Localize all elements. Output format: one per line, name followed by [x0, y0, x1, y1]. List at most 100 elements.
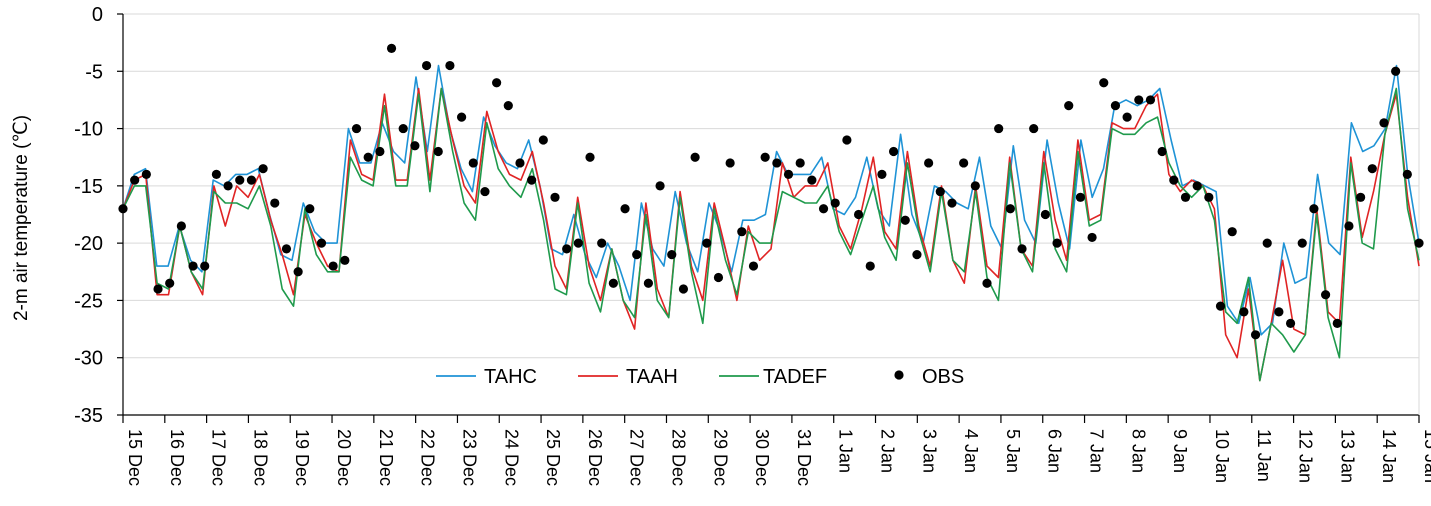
- y-tick-label: -15: [74, 176, 103, 198]
- x-tick-label: 14 Jan: [1379, 429, 1399, 483]
- obs-point: [153, 284, 163, 294]
- obs-point: [597, 238, 607, 248]
- y-tick-label: -20: [74, 233, 103, 255]
- series-line-tahc: [122, 64, 1420, 336]
- x-tick-label: 30 Dec: [752, 429, 772, 486]
- obs-point: [1227, 227, 1237, 237]
- obs-point: [585, 152, 595, 162]
- obs-point: [223, 181, 233, 191]
- obs-point: [515, 158, 525, 168]
- obs-point: [690, 152, 700, 162]
- obs-point: [959, 158, 969, 168]
- obs-point: [1169, 175, 1179, 185]
- obs-point: [725, 158, 735, 168]
- obs-point: [1250, 330, 1261, 340]
- obs-point: [281, 244, 292, 254]
- obs-point: [818, 204, 829, 214]
- y-tick-label: -35: [74, 405, 103, 427]
- x-tick-label: 12 Jan: [1296, 429, 1316, 483]
- obs-point: [1005, 204, 1015, 214]
- obs-point: [947, 198, 957, 208]
- obs-point: [200, 261, 210, 271]
- x-tick-label: 11 Jan: [1254, 429, 1274, 482]
- obs-point: [1309, 204, 1319, 214]
- y-tick-label: -30: [74, 348, 103, 370]
- obs-point: [1391, 66, 1401, 76]
- x-tick-label: 16 Dec: [167, 429, 187, 486]
- obs-point: [258, 164, 268, 174]
- x-tick-label: 4 Jan: [961, 429, 981, 473]
- obs-point: [643, 278, 654, 288]
- obs-point: [1285, 318, 1296, 328]
- obs-point: [1402, 169, 1412, 179]
- obs-point: [608, 278, 618, 288]
- obs-point: [492, 78, 502, 88]
- obs-point: [1274, 307, 1284, 317]
- obs-point: [1110, 101, 1121, 111]
- obs-point: [1099, 78, 1109, 88]
- obs-point: [760, 152, 770, 162]
- obs-point: [1320, 290, 1331, 300]
- obs-point: [456, 112, 467, 122]
- obs-point: [748, 261, 759, 271]
- obs-point: [1379, 118, 1389, 128]
- obs-point: [527, 175, 537, 185]
- legend: TAHC TAAH TADEF OBS: [436, 366, 964, 388]
- x-tick-label: 25 Dec: [543, 429, 563, 486]
- obs-point: [1344, 221, 1354, 231]
- obs-point: [1017, 244, 1027, 254]
- y-tick-label: -5: [85, 61, 103, 83]
- obs-point: [888, 146, 899, 157]
- obs-markers: [118, 43, 1424, 340]
- obs-point: [1075, 192, 1086, 202]
- obs-point: [1367, 164, 1377, 174]
- x-tick-label: 15 Dec: [125, 429, 145, 486]
- obs-point: [211, 169, 222, 179]
- obs-point: [1180, 192, 1191, 202]
- x-tick-label: 27 Dec: [627, 429, 647, 486]
- obs-point: [421, 60, 432, 71]
- obs-point: [1064, 101, 1074, 111]
- obs-point: [1297, 238, 1307, 248]
- obs-point: [375, 146, 385, 157]
- obs-point: [386, 43, 397, 53]
- x-tick-label: 24 Dec: [501, 429, 521, 486]
- obs-point: [165, 278, 175, 288]
- obs-point: [468, 158, 478, 168]
- obs-point: [912, 250, 922, 260]
- obs-point: [130, 175, 140, 185]
- obs-point: [503, 101, 513, 111]
- x-tick-label: 5 Jan: [1003, 429, 1023, 473]
- obs-point: [713, 272, 724, 283]
- obs-point: [1239, 307, 1249, 317]
- obs-point: [293, 267, 303, 277]
- x-tick-label: 28 Dec: [668, 429, 688, 486]
- obs-point: [340, 255, 350, 265]
- obs-point: [1262, 238, 1272, 248]
- obs-point: [1029, 123, 1039, 134]
- obs-point: [807, 175, 817, 185]
- obs-point: [1087, 232, 1097, 243]
- obs-point: [445, 60, 455, 71]
- obs-point: [877, 169, 887, 179]
- y-tick-label: -10: [74, 119, 103, 141]
- obs-point: [1145, 95, 1156, 105]
- x-tick-label: 29 Dec: [710, 429, 730, 486]
- obs-point: [1332, 318, 1342, 328]
- legend-label-tahc: TAHC: [484, 366, 537, 388]
- obs-point: [1414, 238, 1424, 248]
- y-axis-label: 2-m air temperature (℃): [11, 115, 32, 321]
- y-tick-labels: 0 -5 -10 -15 -20 -25 -30 -35: [74, 4, 103, 427]
- obs-point: [865, 261, 875, 271]
- obs-point: [398, 123, 408, 134]
- obs-point: [550, 192, 560, 202]
- legend-label-tadef: TADEF: [763, 366, 827, 388]
- obs-point: [410, 141, 420, 151]
- obs-point: [667, 250, 677, 260]
- obs-point: [842, 135, 852, 145]
- legend-label-obs: OBS: [922, 366, 964, 388]
- obs-point: [562, 244, 572, 254]
- obs-point: [924, 158, 934, 168]
- obs-point: [970, 181, 980, 191]
- x-tick-label: 19 Dec: [292, 429, 312, 486]
